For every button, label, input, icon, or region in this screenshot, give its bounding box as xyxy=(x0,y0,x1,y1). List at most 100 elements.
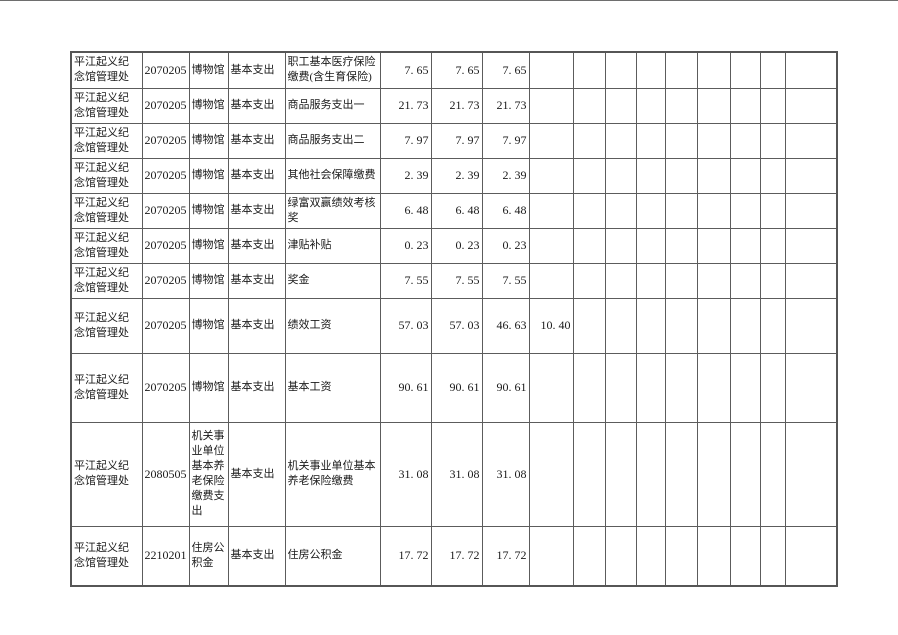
cell-empty6 xyxy=(729,227,761,264)
cell-amount3: 21. 73 xyxy=(481,87,530,124)
cell-empty1 xyxy=(572,122,606,159)
cell-empty1 xyxy=(572,192,606,229)
cell-item: 机关事业单位基本养老保险缴费 xyxy=(284,421,381,527)
cell-amount3: 0. 23 xyxy=(481,227,530,264)
cell-empty3 xyxy=(635,352,666,423)
cell-empty4 xyxy=(664,51,698,89)
cell-empty2 xyxy=(604,157,637,194)
cell-type: 基本支出 xyxy=(227,157,286,194)
cell-empty7 xyxy=(759,352,786,423)
cell-empty7 xyxy=(759,157,786,194)
cell-empty5 xyxy=(696,297,731,354)
cell-empty1 xyxy=(572,51,606,89)
cell-org: 平江起义纪念馆管理处 xyxy=(70,421,143,527)
cell-empty6 xyxy=(729,297,761,354)
cell-code: 2070205 xyxy=(141,157,190,194)
cell-amount2: 7. 65 xyxy=(430,51,483,89)
cell-amount4 xyxy=(528,421,574,527)
cell-amount3: 31. 08 xyxy=(481,421,530,527)
cell-amount1: 90. 61 xyxy=(379,352,432,423)
table-row: 平江起义纪念馆管理处 2070205 博物馆 基本支出 商品服务支出一 21. 73 21.… xyxy=(70,87,838,124)
cell-amount3: 2. 39 xyxy=(481,157,530,194)
cell-amount1: 7. 97 xyxy=(379,122,432,159)
cell-empty1 xyxy=(572,262,606,299)
cell-empty1 xyxy=(572,352,606,423)
cell-empty7 xyxy=(759,525,786,587)
cell-amount2: 31. 08 xyxy=(430,421,483,527)
cell-amount1: 57. 03 xyxy=(379,297,432,354)
cell-empty2 xyxy=(604,421,637,527)
table-row: 平江起义纪念馆管理处 2070205 博物馆 基本支出 绿富双赢绩效考核奖 6. 48 6.… xyxy=(70,192,838,229)
cell-empty7 xyxy=(759,192,786,229)
cell-category: 博物馆 xyxy=(188,262,229,299)
cell-empty7 xyxy=(759,227,786,264)
table-row: 平江起义纪念馆管理处 2070205 博物馆 基本支出 奖金 7. 55 7. 55 7. 5… xyxy=(70,262,838,299)
cell-item: 其他社会保障缴费 xyxy=(284,157,381,194)
cell-empty3 xyxy=(635,192,666,229)
cell-empty3 xyxy=(635,421,666,527)
cell-item: 职工基本医疗保险缴费(含生育保险) xyxy=(284,51,381,89)
cell-amount3: 17. 72 xyxy=(481,525,530,587)
cell-amount2: 17. 72 xyxy=(430,525,483,587)
cell-empty6 xyxy=(729,525,761,587)
cell-amount4 xyxy=(528,51,574,89)
cell-category: 博物馆 xyxy=(188,297,229,354)
cell-amount3: 7. 97 xyxy=(481,122,530,159)
cell-item: 商品服务支出二 xyxy=(284,122,381,159)
cell-empty5 xyxy=(696,227,731,264)
cell-item: 奖金 xyxy=(284,262,381,299)
cell-empty4 xyxy=(664,297,698,354)
cell-code: 2070205 xyxy=(141,192,190,229)
cell-empty5 xyxy=(696,352,731,423)
cell-empty8 xyxy=(784,352,838,423)
cell-empty5 xyxy=(696,525,731,587)
cell-empty7 xyxy=(759,122,786,159)
cell-org: 平江起义纪念馆管理处 xyxy=(70,87,143,124)
cell-empty6 xyxy=(729,157,761,194)
cell-empty1 xyxy=(572,421,606,527)
cell-category: 博物馆 xyxy=(188,87,229,124)
cell-empty7 xyxy=(759,87,786,124)
cell-empty8 xyxy=(784,227,838,264)
cell-empty6 xyxy=(729,87,761,124)
cell-empty2 xyxy=(604,87,637,124)
table-body: 平江起义纪念馆管理处 2070205 博物馆 基本支出 职工基本医疗保险缴费(含生育保险… xyxy=(70,51,838,587)
cell-empty8 xyxy=(784,262,838,299)
cell-empty8 xyxy=(784,421,838,527)
cell-type: 基本支出 xyxy=(227,421,286,527)
cell-empty6 xyxy=(729,262,761,299)
cell-amount2: 0. 23 xyxy=(430,227,483,264)
cell-amount3: 7. 65 xyxy=(481,51,530,89)
cell-org: 平江起义纪念馆管理处 xyxy=(70,157,143,194)
cell-empty2 xyxy=(604,192,637,229)
cell-empty8 xyxy=(784,192,838,229)
cell-empty6 xyxy=(729,352,761,423)
cell-code: 2070205 xyxy=(141,51,190,89)
table-row: 平江起义纪念馆管理处 2070205 博物馆 基本支出 津贴补贴 0. 23 0. 23 0.… xyxy=(70,227,838,264)
cell-category: 博物馆 xyxy=(188,352,229,423)
cell-empty4 xyxy=(664,262,698,299)
cell-amount2: 2. 39 xyxy=(430,157,483,194)
cell-item: 商品服务支出一 xyxy=(284,87,381,124)
table-row: 平江起义纪念馆管理处 2070205 博物馆 基本支出 绩效工资 57. 03 57. 03… xyxy=(70,297,838,354)
cell-amount4: 10. 40 xyxy=(528,297,574,354)
cell-empty8 xyxy=(784,525,838,587)
cell-category: 博物馆 xyxy=(188,192,229,229)
cell-empty7 xyxy=(759,262,786,299)
cell-type: 基本支出 xyxy=(227,297,286,354)
cell-empty8 xyxy=(784,87,838,124)
cell-amount1: 2. 39 xyxy=(379,157,432,194)
cell-empty6 xyxy=(729,192,761,229)
cell-empty1 xyxy=(572,525,606,587)
cell-empty5 xyxy=(696,421,731,527)
table-row: 平江起义纪念馆管理处 2080505 机关事业单位基本养老保险缴费支出 基本支出 机关事… xyxy=(70,421,838,527)
cell-org: 平江起义纪念馆管理处 xyxy=(70,51,143,89)
cell-empty7 xyxy=(759,421,786,527)
cell-category: 博物馆 xyxy=(188,122,229,159)
page-top-divider xyxy=(0,0,898,1)
cell-empty5 xyxy=(696,122,731,159)
cell-amount1: 21. 73 xyxy=(379,87,432,124)
cell-empty1 xyxy=(572,227,606,264)
cell-empty4 xyxy=(664,122,698,159)
cell-type: 基本支出 xyxy=(227,352,286,423)
